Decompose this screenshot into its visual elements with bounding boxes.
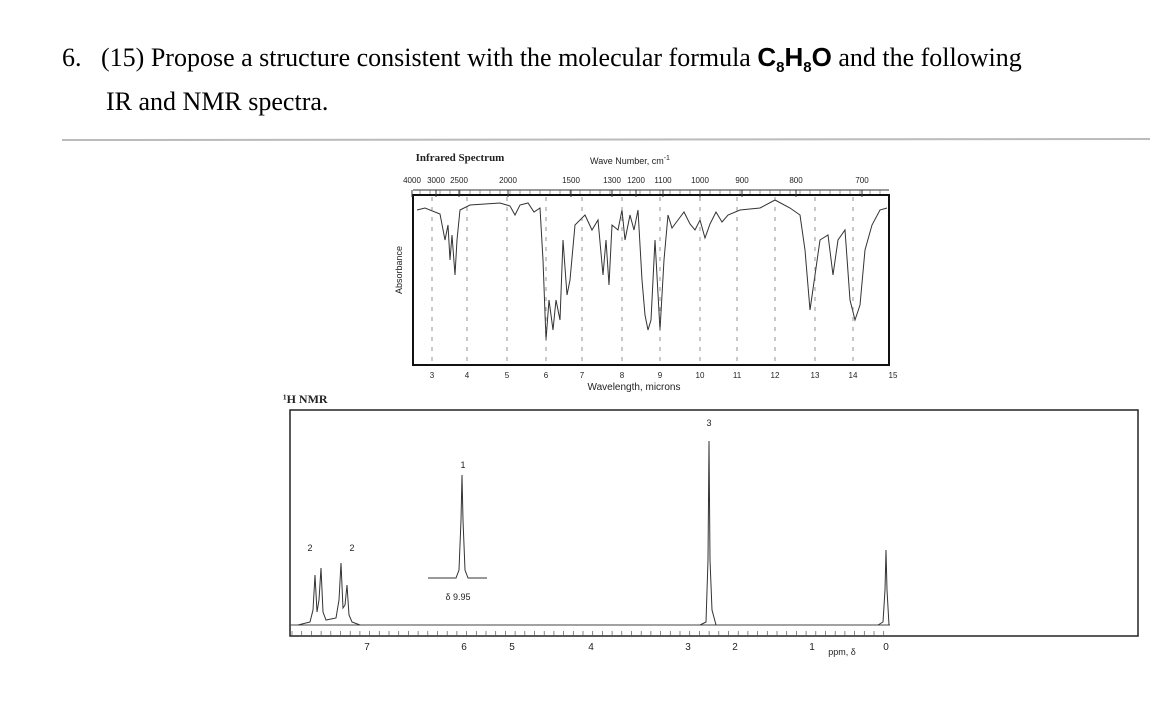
ir-top-label-text: Wave Number, cm: [590, 156, 664, 166]
ir-frame: [412, 194, 890, 366]
inset-label: δ 9.95: [445, 592, 470, 602]
ir-top-label-exp: -1: [664, 155, 670, 162]
ppm-label: 1: [809, 642, 815, 653]
integration-label: 2: [349, 543, 354, 553]
ppm-label: 2: [732, 642, 738, 653]
ir-x-label: Wavelength, microns: [588, 382, 681, 393]
integration-label: 3: [706, 418, 711, 428]
micron-label: 14: [849, 371, 858, 380]
nmr-peak-3: [699, 440, 717, 626]
nmr-peak-0: [877, 549, 890, 626]
micron-label: 13: [811, 371, 820, 380]
micron-label: 6: [544, 371, 549, 380]
wavenumber-label: 800: [789, 176, 803, 185]
wavenumber-label: 4000: [403, 176, 421, 185]
nmr-x-label: ppm, δ: [828, 647, 856, 657]
micron-label: 9: [658, 371, 663, 380]
formula-part: 8: [803, 59, 812, 77]
wavenumber-label: 900: [735, 176, 749, 185]
wavenumber-label: 1500: [562, 176, 580, 185]
ir-top-label: Wave Number, cm-1: [590, 155, 670, 166]
wavenumber-label: 1300: [603, 176, 621, 185]
micron-label: 12: [771, 371, 780, 380]
question-text: and the following: [838, 43, 1022, 72]
formula-part: O: [811, 42, 832, 72]
formula: C8H8O: [757, 42, 832, 76]
wavenumber-label: 2000: [499, 176, 517, 185]
question-number: 6.: [62, 43, 82, 72]
wavenumber-label: 1000: [691, 176, 709, 185]
question: 6. (15) Propose a structure consistent w…: [62, 40, 1022, 119]
wavenumber-label: 3000: [427, 176, 445, 185]
question-line-2: IR and NMR spectra.: [106, 87, 329, 117]
ppm-label: 6: [461, 642, 467, 653]
ppm-label: 5: [509, 642, 515, 653]
ppm-label: 0: [883, 642, 889, 653]
formula-part: H: [784, 42, 804, 72]
separator: [61, 138, 1151, 141]
formula-part: 8: [776, 59, 785, 77]
formula-part: C: [757, 42, 777, 72]
micron-label: 8: [620, 371, 625, 380]
nmr-aromatic-peaks: [297, 562, 361, 626]
ppm-label: 4: [588, 642, 594, 653]
micron-label: 5: [505, 371, 510, 380]
question-line-1: 6. (15) Propose a structure consistent w…: [62, 40, 1022, 85]
wavenumber-label: 2500: [450, 176, 468, 185]
micron-label: 4: [465, 371, 470, 380]
integration-label: 2: [307, 543, 312, 553]
micron-label: 11: [733, 371, 742, 380]
micron-label: 7: [580, 371, 585, 380]
wavenumber-label: 700: [855, 176, 869, 185]
nmr-frame: [289, 409, 1139, 637]
ppm-label: 7: [364, 642, 370, 653]
wavenumber-label: 1100: [654, 176, 672, 185]
ir-spectrum: [416, 199, 888, 341]
micron-label: 15: [889, 371, 898, 380]
micron-label: 10: [696, 371, 705, 380]
question-text: Propose a structure consistent with the …: [150, 43, 751, 72]
ppm-label: 3: [685, 642, 691, 653]
points: (15): [101, 43, 145, 72]
integration-label: 1: [460, 460, 465, 470]
ir-y-label: Absorbance: [394, 246, 404, 294]
wavenumber-label: 1200: [627, 176, 645, 185]
nmr-label: ¹H NMR: [283, 392, 328, 406]
nmr-inset: [428, 474, 487, 579]
ir-title: Infrared Spectrum: [416, 152, 505, 164]
micron-label: 3: [430, 371, 435, 380]
